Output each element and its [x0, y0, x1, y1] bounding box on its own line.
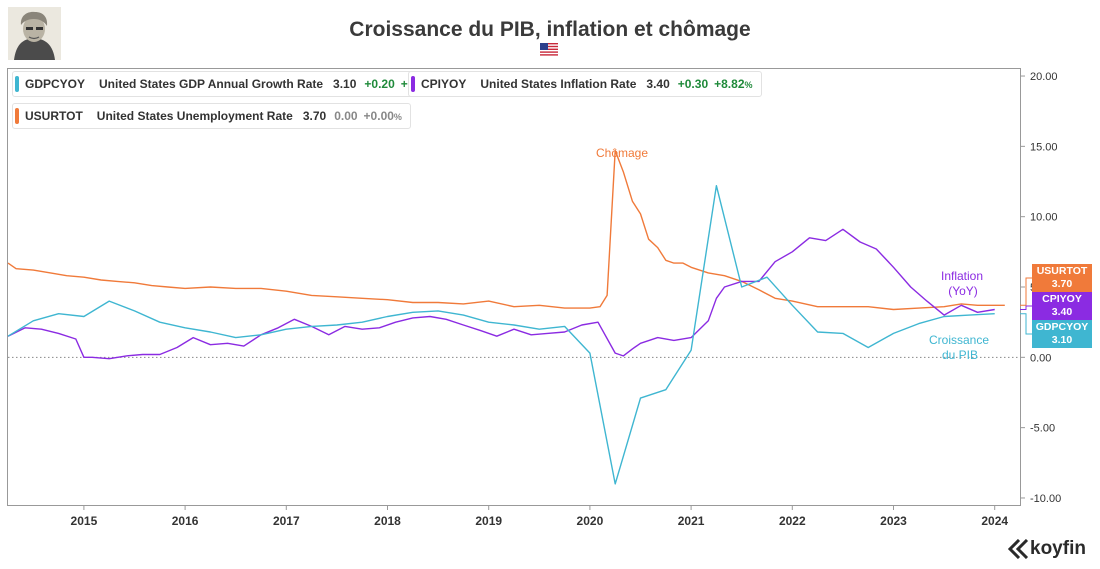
brand-logo: koyfin [1008, 538, 1086, 560]
legend-value: 3.10 [333, 77, 357, 91]
end-label-connector [1020, 277, 1032, 306]
legend-swatch [411, 76, 415, 92]
legend-item-cpiyoy[interactable]: CPIYOY United States Inflation Rate 3.40… [408, 71, 762, 97]
y-tick-label: -5.00 [1030, 423, 1055, 435]
legend-change: +0.20 [364, 77, 395, 91]
end-label-gdpcyoy: GDPCYOY 3.10 [1032, 320, 1092, 348]
legend-swatch [15, 108, 19, 124]
x-tick-label: 2017 [273, 514, 300, 528]
legend-pct-change: +0.00% [363, 109, 402, 123]
annotation-inflation-line1: Inflation [941, 269, 983, 283]
legend-item-usurtot[interactable]: USURTOT United States Unemployment Rate … [12, 103, 411, 129]
annotation-inflation-line2: (YoY) [948, 284, 978, 298]
series-line-usurtot [7, 149, 1005, 311]
legend-ticker: CPIYOY [421, 77, 467, 91]
x-tick-label: 2018 [374, 514, 401, 528]
y-tick-label: -10.00 [1030, 493, 1061, 505]
legend-ticker: USURTOT [25, 109, 83, 123]
legend-value: 3.40 [646, 77, 670, 91]
legend-swatch [15, 76, 19, 92]
legend-pct-change: +8.82% [714, 77, 753, 91]
x-tick-label: 2016 [172, 514, 199, 528]
end-label-usurtot: USURTOT 3.70 [1032, 264, 1092, 292]
series-line-gdpcyoy [7, 184, 995, 485]
page-title: Croissance du PIB, inflation et chômage [349, 18, 751, 41]
legend-item-gdpcyoy[interactable]: GDPCYOY United States GDP Annual Growth … [12, 71, 449, 97]
annotation-growth-line2: du PIB [942, 348, 978, 362]
avatar [8, 7, 61, 60]
legend-value: 3.70 [302, 109, 327, 123]
series-line-cpiyoy [7, 228, 995, 360]
end-label-connector [1020, 313, 1032, 335]
legend-series-name: United States GDP Annual Growth Rate [99, 77, 324, 91]
brand-name: koyfin [1030, 538, 1086, 559]
annotation-growth-line1: Croissance [929, 333, 989, 347]
annotation-unemployment: Chômage [596, 146, 648, 160]
x-tick-label: 2019 [475, 514, 502, 528]
y-tick-label: 15.00 [1030, 141, 1058, 153]
legend-series-name: United States Unemployment Rate [96, 109, 293, 123]
koyfin-logo-icon [1008, 539, 1029, 559]
y-tick-label: 10.00 [1030, 212, 1058, 224]
x-tick-label: 2020 [577, 514, 604, 528]
legend-change: 0.00 [334, 109, 358, 123]
legend-series-name: United States Inflation Rate [480, 77, 637, 91]
x-tick-label: 2015 [71, 514, 98, 528]
legend-ticker: GDPCYOY [25, 77, 86, 91]
x-tick-label: 2023 [880, 514, 907, 528]
x-tick-label: 2021 [678, 514, 705, 528]
y-tick-label: 0.00 [1030, 352, 1051, 364]
us-flag-icon [540, 43, 558, 56]
x-tick-label: 2024 [981, 514, 1008, 528]
end-label-cpiyoy: CPIYOY 3.40 [1032, 292, 1092, 320]
legend-change: +0.30 [677, 77, 709, 91]
x-tick-label: 2022 [779, 514, 806, 528]
end-label-connector [1020, 305, 1032, 310]
y-tick-label: 20.00 [1030, 71, 1058, 83]
